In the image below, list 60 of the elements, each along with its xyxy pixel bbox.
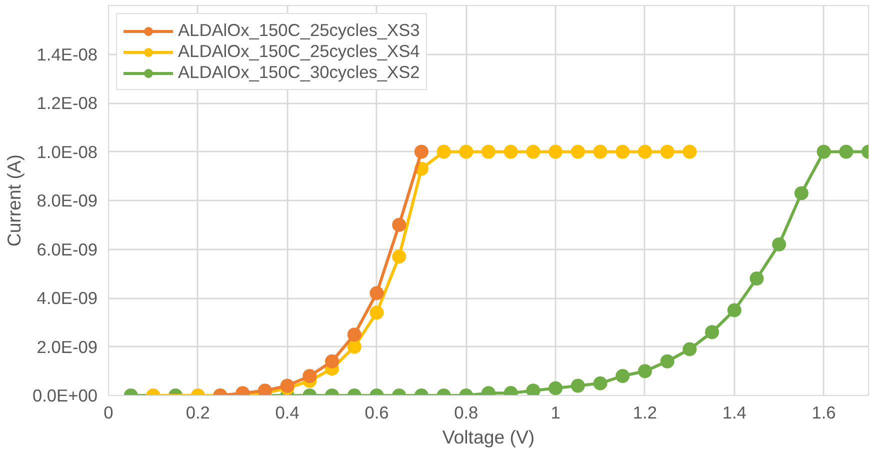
y-tick-label: 0.0E+00: [32, 386, 98, 406]
y-tick-label: 1.4E-08: [36, 44, 98, 64]
point: [682, 144, 697, 159]
point: [727, 303, 742, 318]
point: [593, 376, 608, 390]
x-tick-label: 0.4: [275, 402, 300, 422]
point: [638, 364, 652, 378]
point: [794, 186, 808, 200]
point: [682, 342, 697, 356]
point: [370, 286, 384, 300]
y-tick-label: 8.0E-09: [36, 190, 98, 210]
y-tick-label: 1.2E-08: [36, 93, 98, 113]
legend-label: ALDAlOx_150C_25cycles_XS3: [178, 20, 420, 41]
x-tick-label: 0.8: [454, 402, 478, 422]
x-tick-label: 0.6: [364, 402, 389, 422]
y-tick-label: 6.0E-09: [36, 239, 98, 260]
point: [347, 340, 362, 354]
point: [570, 378, 585, 393]
point: [705, 325, 720, 340]
point: [548, 144, 563, 159]
point: [325, 354, 340, 368]
x-tick-label: 1.6: [812, 402, 836, 422]
point: [616, 369, 630, 383]
point: [302, 369, 317, 383]
legend-label: ALDAlOx_150C_25cycles_XS4: [178, 41, 420, 62]
point: [482, 144, 496, 159]
y-axis-title: Current (A): [3, 154, 24, 247]
y-tick-label: 2.0E-09: [36, 336, 98, 357]
point: [258, 384, 272, 396]
point: [816, 144, 831, 159]
point: [750, 272, 764, 286]
point: [660, 144, 674, 159]
y-tick-label: 4.0E-09: [36, 288, 98, 308]
legend-label: ALDAlOx_150C_30cycles_XS2: [178, 62, 420, 83]
point: [392, 218, 406, 232]
point: [593, 144, 608, 159]
x-tick-label: 0: [104, 402, 114, 422]
point: [436, 144, 451, 159]
point: [414, 144, 428, 159]
point: [616, 144, 630, 159]
point: [347, 328, 362, 342]
point: [548, 381, 563, 396]
point: [526, 144, 540, 159]
point: [504, 144, 518, 159]
x-tick-label: 0.2: [186, 402, 210, 422]
point: [772, 237, 786, 252]
x-tick-label: 1: [550, 402, 560, 422]
point: [526, 384, 540, 396]
point: [570, 144, 585, 159]
x-tick-label: 1.2: [632, 402, 658, 422]
y-tick-label: 1.0E-08: [36, 142, 98, 162]
point: [660, 354, 674, 368]
point: [280, 378, 294, 393]
point: [392, 250, 406, 264]
point: [459, 144, 474, 159]
point: [839, 144, 854, 159]
x-tick-label: 1.4: [722, 402, 747, 422]
point: [370, 306, 384, 320]
point: [638, 144, 652, 159]
x-axis-title: Voltage (V): [442, 426, 535, 448]
